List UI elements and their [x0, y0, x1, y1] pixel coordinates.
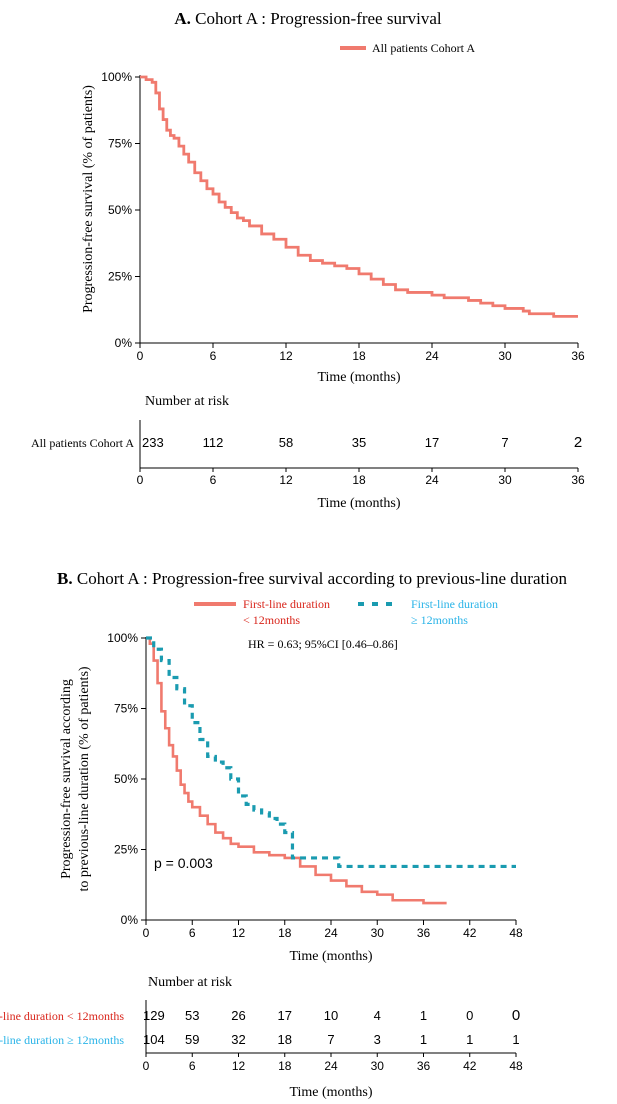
- panel-b-risk-xtick-label: 30: [371, 1059, 385, 1073]
- panel-a-xtick-label: 6: [210, 349, 217, 363]
- panel-b-risk-xtick-label: 12: [232, 1059, 246, 1073]
- panel-b-risk-xtick-label: 24: [324, 1059, 338, 1073]
- panel-a-xtick-label: 30: [498, 349, 512, 363]
- series-ge12-curve: [146, 636, 516, 869]
- panel-a-risk-heading: Number at risk: [145, 394, 229, 409]
- panel-a-risk-xtick-label: 36: [571, 473, 585, 487]
- panel-b-risk-xtick-label: 6: [189, 1059, 196, 1073]
- legend-label-ge12: First-line duration ≥ 12months: [411, 597, 498, 627]
- panel-a-risk-count: 58: [279, 435, 293, 450]
- panel-a-plot: 0% 25% 50% 75% 100% 0 6 12 18 24 30 36: [101, 70, 585, 363]
- panel-b-risk-count: 7: [327, 1032, 334, 1047]
- panel-a-risk-xtick-label: 12: [279, 473, 293, 487]
- panel-a-xtick-label: 18: [352, 349, 366, 363]
- panel-b-ytick-label: 50%: [114, 772, 138, 786]
- panel-b-legend: First-line duration < 12months First-line…: [194, 597, 498, 627]
- panel-b-ylabel: Progression-free survival according to pr…: [59, 666, 92, 891]
- panel-b-risk-heading: Number at risk: [148, 975, 232, 990]
- panel-a-ytick-label: 50%: [108, 203, 132, 217]
- panel-b-ytick-label: 100%: [107, 631, 138, 645]
- panel-b-xtick-label: 12: [232, 926, 246, 940]
- legend-label-all-patients: All patients Cohort A: [372, 41, 475, 55]
- panel-a-risk-count: 7: [501, 435, 508, 450]
- panel-b-title: B. Cohort A : Progression-free survival …: [57, 569, 567, 588]
- panel-b-ytick-label: 0%: [121, 913, 139, 927]
- panel-b-xtick-label: 30: [371, 926, 385, 940]
- panel-a-legend: All patients Cohort A: [340, 41, 475, 55]
- panel-b-risk-row-label-lt12: First-line duration < 12months: [0, 1009, 124, 1023]
- panel-b-risk-count: 0: [466, 1008, 473, 1023]
- panel-a-risk-count: 233: [142, 435, 164, 450]
- panel-b-risk-count: 1: [420, 1032, 427, 1047]
- panel-b-risk-xtick-label: 42: [463, 1059, 477, 1073]
- panel-a-xtick-label: 24: [425, 349, 439, 363]
- panel-b-risk-table: Number at risk First-line duration < 12m…: [0, 975, 523, 1073]
- panel-b-risk-count: 17: [278, 1008, 292, 1023]
- panel-b-plot: 0% 25% 50% 75% 100% 0 6 12 18 24 30 36 42 48 p = 0.0…: [107, 631, 523, 940]
- panel-a-ytick-label: 100%: [101, 70, 132, 84]
- panel-a-risk-row-label: All patients Cohort A: [31, 436, 134, 450]
- panel-b-risk-xtick-label: 36: [417, 1059, 431, 1073]
- panel-b-risk-xtick-label: 0: [143, 1059, 150, 1073]
- panel-b-ytick-label: 75%: [114, 702, 138, 716]
- panel-b-risk-count: 1: [420, 1008, 427, 1023]
- panel-b-risk-count: 0: [512, 1007, 520, 1024]
- panel-b-risk-count: 104: [143, 1032, 165, 1047]
- panel-a-risk-xtick-label: 18: [352, 473, 366, 487]
- panel-b-p-value: p = 0.003: [154, 855, 213, 871]
- panel-b-risk-count: 4: [374, 1008, 381, 1023]
- panel-b-risk-count: 1: [466, 1032, 473, 1047]
- panel-b-xlabel: Time (months): [289, 949, 372, 964]
- legend-label-lt12: First-line duration < 12months: [243, 597, 330, 627]
- panel-a-ytick-label: 25%: [108, 270, 132, 284]
- panel-b-risk-count: 10: [324, 1008, 338, 1023]
- panel-b-risk-count: 129: [143, 1008, 165, 1023]
- panel-b-xtick-label: 42: [463, 926, 477, 940]
- panel-b-risk-row-label-ge12: First-line duration ≥ 12months: [0, 1033, 124, 1047]
- panel-a-risk-count: 35: [352, 435, 366, 450]
- panel-b-risk-count: 59: [185, 1032, 199, 1047]
- panel-b-risk-count: 3: [374, 1032, 381, 1047]
- panel-a-xlabel: Time (months): [317, 370, 400, 385]
- panel-a-xtick-label: 12: [279, 349, 293, 363]
- panel-a-ytick-label: 0%: [115, 336, 133, 350]
- panel-b-xtick-label: 36: [417, 926, 431, 940]
- panel-a-ylabel: Progression-free survival (% of patients…: [81, 85, 96, 313]
- panel-a-risk-count: 112: [203, 435, 224, 450]
- panel-a-xtick-label: 36: [571, 349, 585, 363]
- series-lt12-curve: [146, 636, 447, 905]
- panel-a-title: A. Cohort A : Progression-free survival: [174, 9, 442, 28]
- panel-b-xtick-label: 0: [143, 926, 150, 940]
- panel-b-xtick-label: 6: [189, 926, 196, 940]
- panel-b-risk-xlabel: Time (months): [289, 1085, 372, 1100]
- panel-b-xtick-label: 48: [509, 926, 523, 940]
- panel-b-ytick-label: 25%: [114, 843, 138, 857]
- panel-b-risk-xtick-label: 48: [509, 1059, 523, 1073]
- panel-a-ytick-label: 75%: [108, 137, 132, 151]
- panel-a-risk-xtick-label: 0: [137, 473, 144, 487]
- panel-b-xtick-label: 18: [278, 926, 292, 940]
- panel-b-xtick-label: 24: [324, 926, 338, 940]
- panel-a-risk-count: 2: [574, 434, 582, 451]
- panel-a-risk-count: 17: [425, 435, 439, 450]
- panel-a-risk-table: Number at risk All patients Cohort A 233…: [31, 394, 585, 487]
- panel-b-risk-count: 32: [231, 1032, 245, 1047]
- panel-b-risk-xtick-label: 18: [278, 1059, 292, 1073]
- panel-a-risk-xlabel: Time (months): [317, 496, 400, 511]
- panel-a-risk-xtick-label: 6: [210, 473, 217, 487]
- panel-b-risk-count: 18: [278, 1032, 292, 1047]
- panel-a-xtick-label: 0: [137, 349, 144, 363]
- series-all-patients-curve: [140, 75, 578, 318]
- panel-b-hr-text: HR = 0.63; 95%CI [0.46–0.86]: [248, 637, 398, 651]
- panel-a-risk-xtick-label: 24: [425, 473, 439, 487]
- panel-a-risk-xtick-label: 30: [498, 473, 512, 487]
- panel-b-risk-count: 53: [185, 1008, 199, 1023]
- panel-b-risk-count: 26: [231, 1008, 245, 1023]
- panel-b-risk-count: 1: [512, 1032, 519, 1047]
